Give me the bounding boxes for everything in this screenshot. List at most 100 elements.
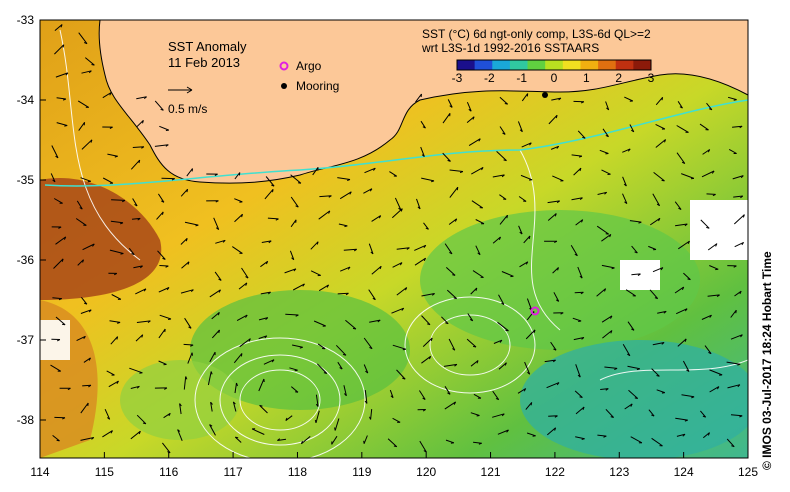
current-vector-head: [406, 247, 410, 250]
y-tick-label: -37: [17, 333, 35, 347]
current-vector: [727, 384, 741, 389]
current-vector-head: [265, 261, 269, 265]
current-vector-head: [161, 200, 165, 203]
colorbar: -3 -2 -1 0 1 2 3: [452, 59, 655, 85]
current-vector-head: [654, 297, 658, 300]
current-vector: [501, 271, 514, 277]
current-vector: [53, 198, 63, 204]
current-vector-head: [499, 339, 503, 343]
current-vector-head: [92, 243, 95, 247]
current-vector: [368, 289, 376, 300]
current-vector-head: [664, 139, 667, 143]
current-vector: [389, 171, 397, 177]
current-vector: [517, 121, 523, 132]
current-vector-head: [477, 252, 481, 256]
x-tick-label: 118: [288, 465, 307, 479]
current-vector-head: [604, 191, 608, 195]
current-vector: [128, 247, 135, 256]
current-vector: [629, 124, 635, 133]
current-vector: [631, 245, 638, 254]
current-vector-head: [741, 242, 745, 246]
colorbar-segment: [545, 60, 564, 70]
current-vector-head: [634, 251, 638, 254]
current-vector-head: [528, 235, 531, 240]
current-vector: [159, 125, 169, 131]
current-vector: [734, 241, 744, 248]
current-vector-head: [742, 214, 745, 218]
current-vector: [211, 312, 220, 320]
current-vector: [572, 317, 582, 322]
current-vector: [548, 415, 558, 417]
current-vector: [552, 267, 559, 274]
current-vector: [472, 270, 484, 278]
current-vector: [363, 364, 369, 374]
current-vector-head: [131, 253, 135, 256]
current-vector: [210, 402, 213, 412]
current-vector: [547, 213, 557, 221]
current-vector: [292, 283, 305, 291]
current-vector: [683, 272, 691, 280]
current-vector-head: [268, 240, 272, 244]
current-vector: [159, 314, 172, 320]
current-vector: [83, 357, 91, 363]
current-vector-head: [614, 367, 618, 371]
current-vector: [315, 410, 320, 424]
current-vector-head: [707, 149, 711, 153]
current-vector: [602, 330, 613, 339]
current-vector: [521, 142, 532, 148]
current-vector-head: [120, 222, 124, 225]
current-vector: [81, 296, 88, 305]
current-vector: [102, 430, 113, 438]
current-vector-head: [709, 314, 712, 318]
current-vector-head: [445, 322, 449, 325]
current-vector: [392, 344, 406, 350]
current-vector-head: [422, 409, 426, 412]
colorbar-segment: [580, 60, 599, 70]
x-tick-label: 124: [674, 465, 694, 479]
current-vector: [733, 214, 745, 225]
current-vector: [676, 152, 686, 164]
colorbar-segment: [474, 60, 493, 70]
current-vector-head: [240, 353, 243, 357]
current-vector-head: [185, 238, 188, 242]
current-vector: [656, 389, 665, 394]
current-vector-head: [453, 401, 457, 405]
current-vector-head: [708, 351, 712, 355]
current-vector: [78, 122, 86, 131]
current-vector-head: [405, 287, 408, 291]
current-vector: [604, 366, 618, 369]
current-vector: [499, 126, 506, 135]
current-vector-head: [558, 97, 562, 101]
current-vector-head: [209, 424, 213, 427]
current-vector: [467, 313, 474, 322]
current-vector: [414, 244, 427, 251]
current-vector: [76, 200, 83, 210]
current-vector-head: [453, 297, 457, 300]
current-vector: [573, 337, 585, 341]
current-vector-head: [210, 401, 213, 405]
current-vector: [392, 262, 403, 268]
current-vector: [571, 154, 582, 157]
current-vector-head: [447, 392, 451, 395]
current-vector: [546, 382, 560, 389]
current-vector-head: [88, 357, 91, 361]
current-vector: [110, 336, 118, 345]
current-vector: [622, 176, 627, 187]
current-vector-head: [449, 251, 453, 255]
current-vector-head: [369, 346, 373, 350]
current-vector: [396, 287, 408, 296]
current-vector: [369, 319, 381, 323]
current-vector: [363, 337, 373, 349]
current-vector-head: [88, 384, 92, 388]
x-tick-label: 121: [481, 465, 501, 479]
current-vector: [370, 409, 373, 420]
current-vector-head: [636, 368, 640, 371]
current-vector: [596, 225, 609, 235]
warm-anomaly-region: [40, 178, 162, 300]
current-vector: [445, 439, 455, 444]
current-vector-head: [400, 208, 403, 212]
current-vector: [546, 427, 556, 436]
current-vector: [622, 148, 631, 153]
current-vector: [290, 174, 302, 184]
current-vector-head: [141, 334, 144, 338]
